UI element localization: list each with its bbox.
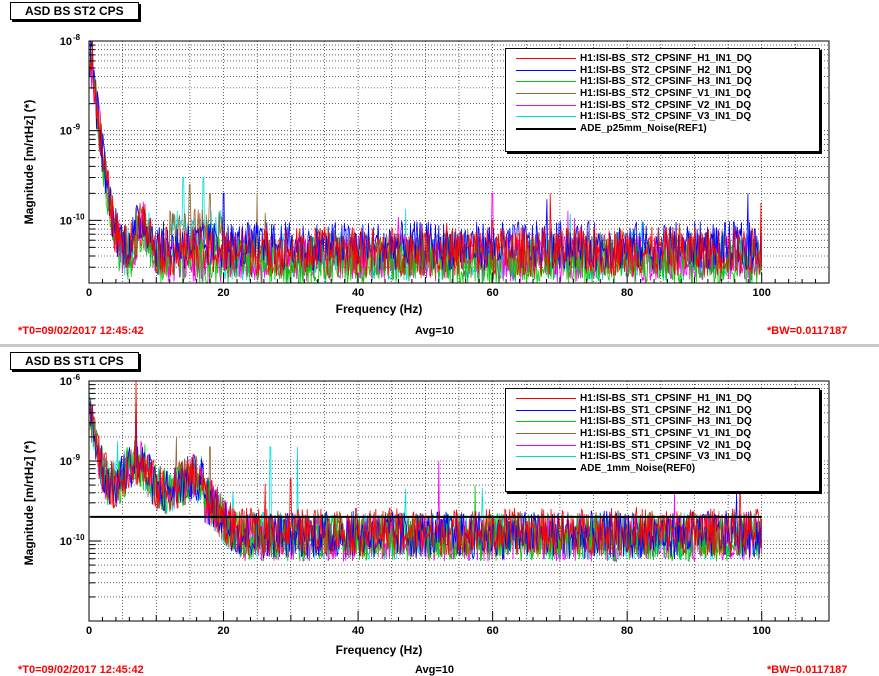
x-tick-label: 0 xyxy=(86,625,92,637)
legend-label: H1:ISI-BS_ST1_CPSINF_V2_IN1_DQ xyxy=(580,439,752,451)
x-tick-label: 0 xyxy=(86,287,92,299)
legend-entry: H1:ISI-BS_ST2_CPSINF_H1_IN1_DQ xyxy=(506,53,819,65)
legend-label: H1:ISI-BS_ST1_CPSINF_V3_IN1_DQ xyxy=(580,451,752,463)
x-tick-label: 60 xyxy=(487,625,499,637)
legend-label: H1:ISI-BS_ST2_CPSINF_H2_IN1_DQ xyxy=(580,64,752,76)
legend-entry: H1:ISI-BS_ST1_CPSINF_H2_IN1_DQ xyxy=(506,405,819,417)
y-tick-label: 10 xyxy=(60,376,72,388)
x-tick-label: 60 xyxy=(487,287,499,299)
plot-frame xyxy=(88,40,830,284)
y-tick-exponent: -10 xyxy=(73,533,85,542)
x-tick-label: 100 xyxy=(753,287,771,299)
series-group xyxy=(89,41,763,283)
legend-label: H1:ISI-BS_ST2_CPSINF_H1_IN1_DQ xyxy=(580,53,752,64)
legend-entry: H1:ISI-BS_ST2_CPSINF_V3_IN1_DQ xyxy=(506,111,819,123)
y-tick-label: 10 xyxy=(60,456,72,468)
legend-entry: H1:ISI-BS_ST1_CPSINF_V3_IN1_DQ xyxy=(506,451,819,463)
plot-frame xyxy=(88,380,830,622)
legend-swatch xyxy=(516,58,576,59)
chart-panel-st2: 0 20 40 60 80 100 Frequency (Hz) 10 -8 10 -9 10 -10 M… xyxy=(10,2,848,337)
y-tick-exponent: -10 xyxy=(73,212,85,221)
x-tick-label: 80 xyxy=(621,287,633,299)
series-line-h1 xyxy=(89,381,763,557)
legend-entry: H1:ISI-BS_ST2_CPSINF_V1_IN1_DQ xyxy=(506,88,819,100)
y-tick-exponent: -6 xyxy=(73,373,81,382)
legend-swatch xyxy=(516,421,576,423)
y-axis-label: Magnitude [m/rtHz] (*) xyxy=(22,441,36,566)
legend-entry: H1:ISI-BS_ST1_CPSINF_H3_IN1_DQ xyxy=(506,416,819,428)
series-line-h1 xyxy=(89,41,763,277)
legend-entry: ADE_1mm_Noise(REF0) xyxy=(506,463,819,475)
legend-swatch xyxy=(516,93,576,95)
y-tick-exponent: -9 xyxy=(73,453,81,462)
x-axis: 0 20 40 60 80 100 xyxy=(86,611,830,637)
x-tick-label: 80 xyxy=(621,625,633,637)
avg-label: Avg=10 xyxy=(415,664,455,676)
legend-swatch xyxy=(516,81,576,83)
y-tick-exponent: -8 xyxy=(73,33,81,42)
legend-label: H1:ISI-BS_ST1_CPSINF_H3_IN1_DQ xyxy=(580,416,752,428)
chart-panel-st1: 0 20 40 60 80 100 Frequency (Hz) 10 -6 10 -9 10 -10 M… xyxy=(0,348,879,676)
x-tick-label: 20 xyxy=(217,625,229,637)
legend-label: H1:ISI-BS_ST2_CPSINF_H3_IN1_DQ xyxy=(580,76,752,88)
y-axis: 10-810-910-10 xyxy=(60,33,101,284)
legend-entry: H1:ISI-BS_ST2_CPSINF_H3_IN1_DQ xyxy=(506,76,819,88)
legend-swatch xyxy=(516,104,576,106)
legend-swatch xyxy=(516,398,576,399)
legend-swatch xyxy=(516,116,576,118)
panel-separator xyxy=(0,344,879,347)
legend-label: H1:ISI-BS_ST2_CPSINF_V2_IN1_DQ xyxy=(580,99,752,111)
legend-entry: H1:ISI-BS_ST1_CPSINF_H1_IN1_DQ xyxy=(506,393,819,405)
x-axis-label: Frequency (Hz) xyxy=(336,302,423,316)
x-axis: 0 20 40 60 80 100 xyxy=(86,273,830,299)
chart-title: ASD BS ST2 CPS xyxy=(10,2,139,20)
avg-label: Avg=10 xyxy=(415,325,455,337)
legend-label: H1:ISI-BS_ST2_CPSINF_V1_IN1_DQ xyxy=(580,88,752,100)
bw-label: *BW=0.0117187 xyxy=(767,325,848,337)
legend-entry: ADE_p25mm_Noise(REF1) xyxy=(506,123,819,135)
y-axis-label: Magnitude [m/rtHz] (*) xyxy=(22,100,36,225)
legend-entry: H1:ISI-BS_ST1_CPSINF_V1_IN1_DQ xyxy=(506,428,819,440)
legend-swatch xyxy=(516,433,576,435)
legend-label: H1:ISI-BS_ST1_CPSINF_H1_IN1_DQ xyxy=(580,393,752,404)
t0-label: *T0=09/02/2017 12:45:42 xyxy=(18,325,144,337)
legend-swatch xyxy=(516,128,576,131)
legend-entry: H1:ISI-BS_ST2_CPSINF_V2_IN1_DQ xyxy=(506,100,819,112)
legend-entry: H1:ISI-BS_ST1_CPSINF_V2_IN1_DQ xyxy=(506,440,819,452)
chart-title: ASD BS ST1 CPS xyxy=(10,352,139,370)
x-tick-label: 40 xyxy=(352,625,364,637)
series-group xyxy=(89,381,763,563)
t0-label: *T0=09/02/2017 12:45:42 xyxy=(18,664,144,676)
x-tick-label: 40 xyxy=(352,287,364,299)
legend-swatch xyxy=(516,444,576,446)
y-tick-exponent: -9 xyxy=(73,123,81,132)
grid xyxy=(89,381,829,621)
y-tick-label: 10 xyxy=(60,536,72,548)
legend-swatch xyxy=(516,468,576,471)
legend-label: ADE_1mm_Noise(REF0) xyxy=(580,463,696,475)
y-axis: 10 -610 -910 -10 xyxy=(60,373,101,622)
legend-label: H1:ISI-BS_ST1_CPSINF_V1_IN1_DQ xyxy=(580,428,752,440)
series-line-h2 xyxy=(89,398,763,559)
legend-label: H1:ISI-BS_ST2_CPSINF_V3_IN1_DQ xyxy=(580,111,752,123)
legend-swatch xyxy=(516,69,576,71)
legend-swatch xyxy=(516,456,576,458)
y-tick-label: 10 xyxy=(60,215,72,227)
legend-label: ADE_p25mm_Noise(REF1) xyxy=(580,123,707,135)
y-tick-label: 10 xyxy=(60,126,72,138)
legend-label: H1:ISI-BS_ST1_CPSINF_H2_IN1_DQ xyxy=(580,404,752,416)
x-tick-label: 100 xyxy=(753,625,771,637)
x-axis-label: Frequency (Hz) xyxy=(336,643,423,657)
legend: H1:ISI-BS_ST2_CPSINF_H1_IN1_DQ H1:ISI-BS_… xyxy=(505,48,820,152)
x-tick-label: 20 xyxy=(217,287,229,299)
legend: H1:ISI-BS_ST1_CPSINF_H1_IN1_DQ H1:ISI-BS_… xyxy=(505,388,820,492)
bw-label: *BW=0.0117187 xyxy=(767,664,848,676)
legend-entry: H1:ISI-BS_ST2_CPSINF_H2_IN1_DQ xyxy=(506,65,819,77)
y-tick-label: 10 xyxy=(60,36,72,48)
legend-swatch xyxy=(516,409,576,411)
